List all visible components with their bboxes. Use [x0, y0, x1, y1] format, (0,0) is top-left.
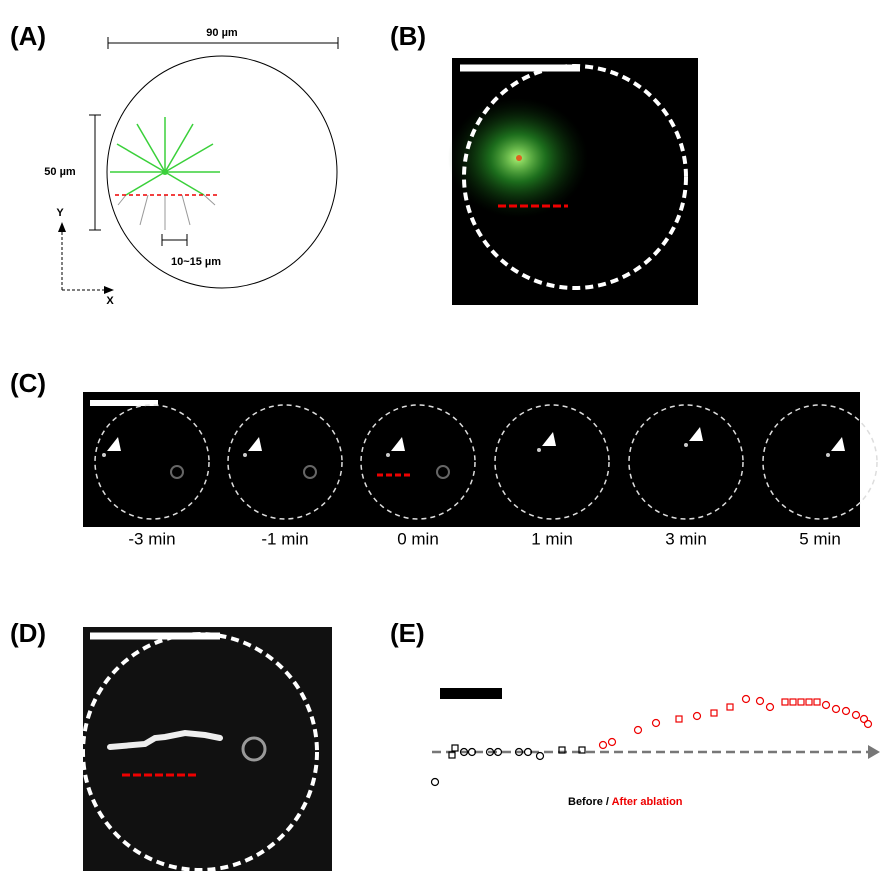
cell-outline: [494, 404, 610, 520]
legend-before: Before /: [568, 796, 612, 808]
centrosome: [162, 169, 168, 175]
panel-a: (A) 90 µm 50 µm 10~15 µm Y X: [10, 21, 339, 307]
arrowhead-marker: [248, 437, 262, 451]
arrowhead-marker: [689, 427, 703, 441]
ablated-fibers: [117, 194, 216, 230]
panel-b: (B): [390, 21, 698, 305]
panel-d: (D): [10, 618, 332, 872]
scale-bar: [440, 688, 502, 699]
cell-outline: [762, 404, 878, 520]
arrowhead-marker: [391, 437, 405, 451]
panel-c: (C) -3 min -1 min 0 min 1 min 3 min 5 min: [10, 368, 878, 548]
arrow-head: [104, 286, 114, 294]
micrograph: [83, 627, 332, 871]
time-label: 3 min: [665, 529, 707, 548]
before-points: [430, 744, 586, 787]
arrowhead-marker: [831, 437, 845, 451]
panel-e: (E) Before / After ablation: [390, 618, 880, 808]
time-label: 5 min: [799, 529, 841, 548]
cell-outline: [360, 404, 476, 520]
scale-label: 50 µm: [44, 166, 76, 178]
axis-label: X: [106, 295, 114, 307]
centrosome: [826, 453, 830, 457]
time-label: -3 min: [128, 529, 175, 548]
scale-label: 10~15 µm: [171, 256, 221, 268]
cell-outline: [81, 632, 319, 872]
panel-label: (E): [390, 618, 425, 648]
time-label: -1 min: [261, 529, 308, 548]
scale-label: 90 µm: [206, 27, 238, 39]
micrograph-strip: [83, 392, 860, 527]
nucleus: [241, 736, 267, 762]
panel-label: (A): [10, 21, 46, 51]
arrow-head: [868, 745, 880, 759]
centrosome: [102, 453, 106, 457]
axis-label: Y: [56, 207, 64, 219]
cell-outline: [462, 64, 688, 290]
time-label: 1 min: [531, 529, 573, 548]
panel-label: (B): [390, 21, 426, 51]
centrosome: [516, 155, 522, 161]
arrow-head: [58, 222, 66, 232]
centrosome: [684, 443, 688, 447]
nucleus: [170, 465, 184, 479]
centrosome: [243, 453, 247, 457]
centrosome: [537, 448, 541, 452]
legend-after: After ablation: [612, 796, 683, 808]
nucleus: [436, 465, 450, 479]
cell-outline: [628, 404, 744, 520]
arrowhead-marker: [542, 432, 556, 446]
cell-outline: [106, 55, 338, 289]
panel-label: (D): [10, 618, 46, 648]
time-label: 0 min: [397, 529, 439, 548]
panel-label: (C): [10, 368, 46, 398]
aster: [110, 117, 220, 196]
legend: Before / After ablation: [568, 796, 683, 808]
arrowhead-marker: [107, 437, 121, 451]
centrosome: [386, 453, 390, 457]
after-points: [598, 694, 873, 750]
cell-outline: [227, 404, 343, 520]
nucleus: [303, 465, 317, 479]
cell-outline: [94, 404, 210, 520]
trajectory-track: [107, 729, 223, 750]
